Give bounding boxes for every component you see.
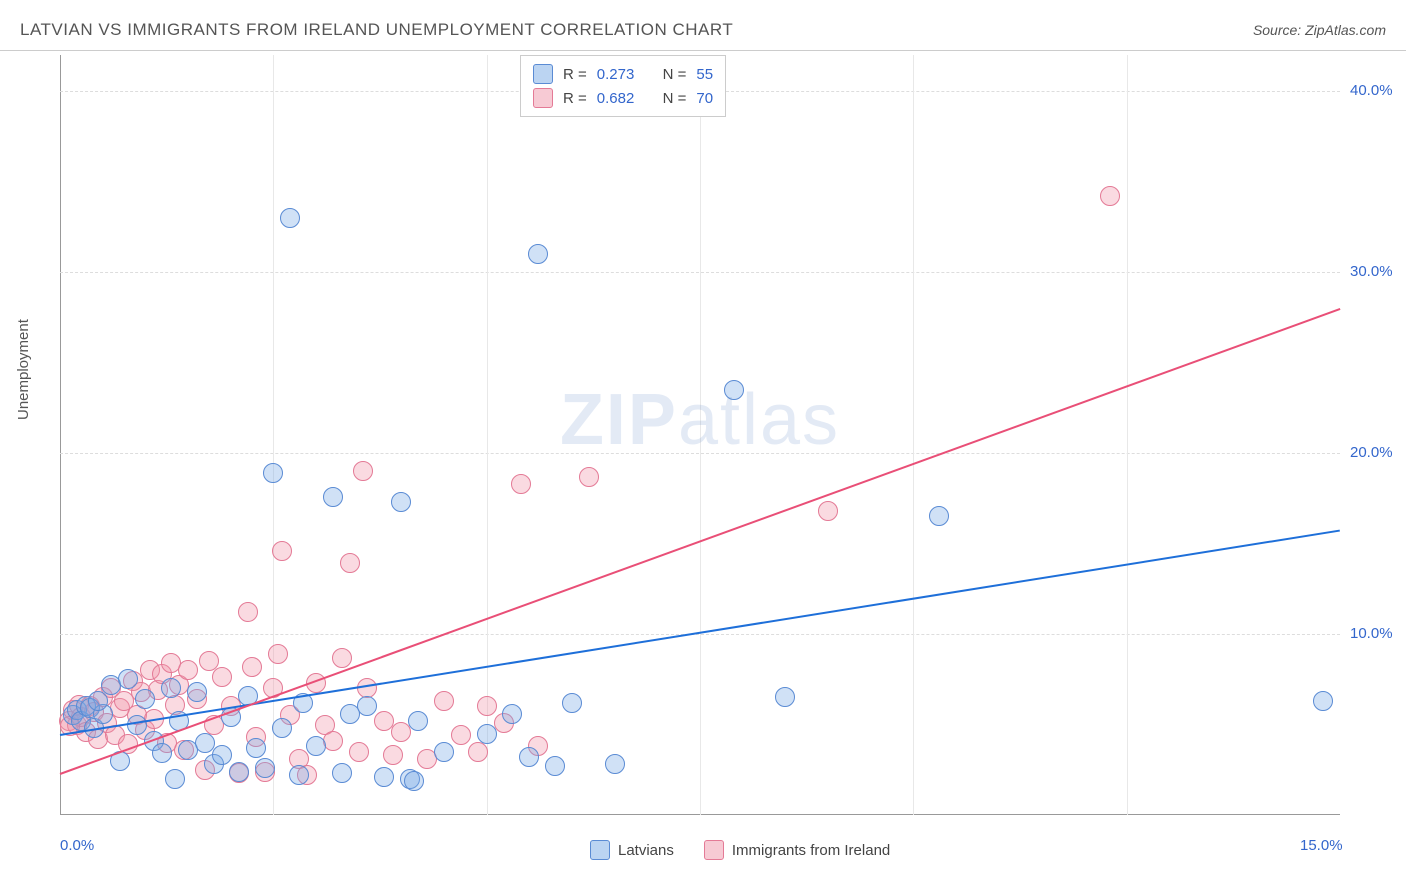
data-point xyxy=(724,380,744,400)
data-point xyxy=(238,602,258,622)
y-tick-label: 40.0% xyxy=(1350,82,1406,99)
y-tick-label: 10.0% xyxy=(1350,625,1406,642)
y-tick-label: 30.0% xyxy=(1350,263,1406,280)
data-point xyxy=(374,767,394,787)
data-point xyxy=(502,704,522,724)
data-point xyxy=(353,461,373,481)
data-point xyxy=(519,747,539,767)
data-point xyxy=(434,691,454,711)
data-point xyxy=(929,506,949,526)
data-point xyxy=(391,492,411,512)
data-point xyxy=(404,771,424,791)
chart-plot-area: 10.0%20.0%30.0%40.0%0.0%15.0% ZIPatlas R… xyxy=(60,55,1340,815)
data-point xyxy=(383,745,403,765)
data-point xyxy=(161,678,181,698)
correlation-legend: R = 0.273 N = 55 R = 0.682 N = 70 xyxy=(520,55,726,117)
v-gridline xyxy=(913,55,914,815)
data-point xyxy=(340,553,360,573)
data-point xyxy=(562,693,582,713)
x-tick-label: 0.0% xyxy=(60,837,94,854)
data-point xyxy=(468,742,488,762)
series-legend: Latvians Immigrants from Ireland xyxy=(590,840,890,860)
data-point xyxy=(357,678,377,698)
data-point xyxy=(242,657,262,677)
data-point xyxy=(118,669,138,689)
swatch-ireland-icon xyxy=(533,88,553,108)
legend-item-latvians: Latvians xyxy=(590,840,674,860)
data-point xyxy=(229,762,249,782)
data-point xyxy=(528,244,548,264)
data-point xyxy=(255,758,275,778)
swatch-latvians-icon xyxy=(590,840,610,860)
data-point xyxy=(451,725,471,745)
data-point xyxy=(408,711,428,731)
chart-title: LATVIAN VS IMMIGRANTS FROM IRELAND UNEMP… xyxy=(20,20,733,40)
swatch-ireland-icon xyxy=(704,840,724,860)
data-point xyxy=(88,691,108,711)
legend-row-latvians: R = 0.273 N = 55 xyxy=(533,62,713,86)
data-point xyxy=(434,742,454,762)
data-point xyxy=(349,742,369,762)
chart-header: LATVIAN VS IMMIGRANTS FROM IRELAND UNEMP… xyxy=(0,0,1406,51)
data-point xyxy=(775,687,795,707)
y-axis-label: Unemployment xyxy=(15,319,32,420)
data-point xyxy=(477,724,497,744)
data-point xyxy=(357,696,377,716)
y-tick-label: 20.0% xyxy=(1350,444,1406,461)
v-gridline xyxy=(700,55,701,815)
data-point xyxy=(511,474,531,494)
data-point xyxy=(272,718,292,738)
data-point xyxy=(289,765,309,785)
scatter-plot: 10.0%20.0%30.0%40.0%0.0%15.0% xyxy=(60,55,1340,815)
data-point xyxy=(605,754,625,774)
data-point xyxy=(195,733,215,753)
data-point xyxy=(545,756,565,776)
data-point xyxy=(1313,691,1333,711)
data-point xyxy=(165,769,185,789)
data-point xyxy=(818,501,838,521)
data-point xyxy=(152,743,172,763)
data-point xyxy=(272,541,292,561)
data-point xyxy=(246,738,266,758)
data-point xyxy=(323,487,343,507)
data-point xyxy=(268,644,288,664)
data-point xyxy=(212,745,232,765)
v-gridline xyxy=(1127,55,1128,815)
data-point xyxy=(263,463,283,483)
data-point xyxy=(280,208,300,228)
data-point xyxy=(306,736,326,756)
legend-row-ireland: R = 0.682 N = 70 xyxy=(533,86,713,110)
data-point xyxy=(323,731,343,751)
data-point xyxy=(477,696,497,716)
legend-item-ireland: Immigrants from Ireland xyxy=(704,840,890,860)
data-point xyxy=(1100,186,1120,206)
data-point xyxy=(187,682,207,702)
data-point xyxy=(212,667,232,687)
data-point xyxy=(332,763,352,783)
swatch-latvians-icon xyxy=(533,64,553,84)
x-tick-label: 15.0% xyxy=(1300,837,1343,854)
data-point xyxy=(178,660,198,680)
data-point xyxy=(332,648,352,668)
data-point xyxy=(579,467,599,487)
chart-source: Source: ZipAtlas.com xyxy=(1253,22,1386,38)
data-point xyxy=(135,689,155,709)
